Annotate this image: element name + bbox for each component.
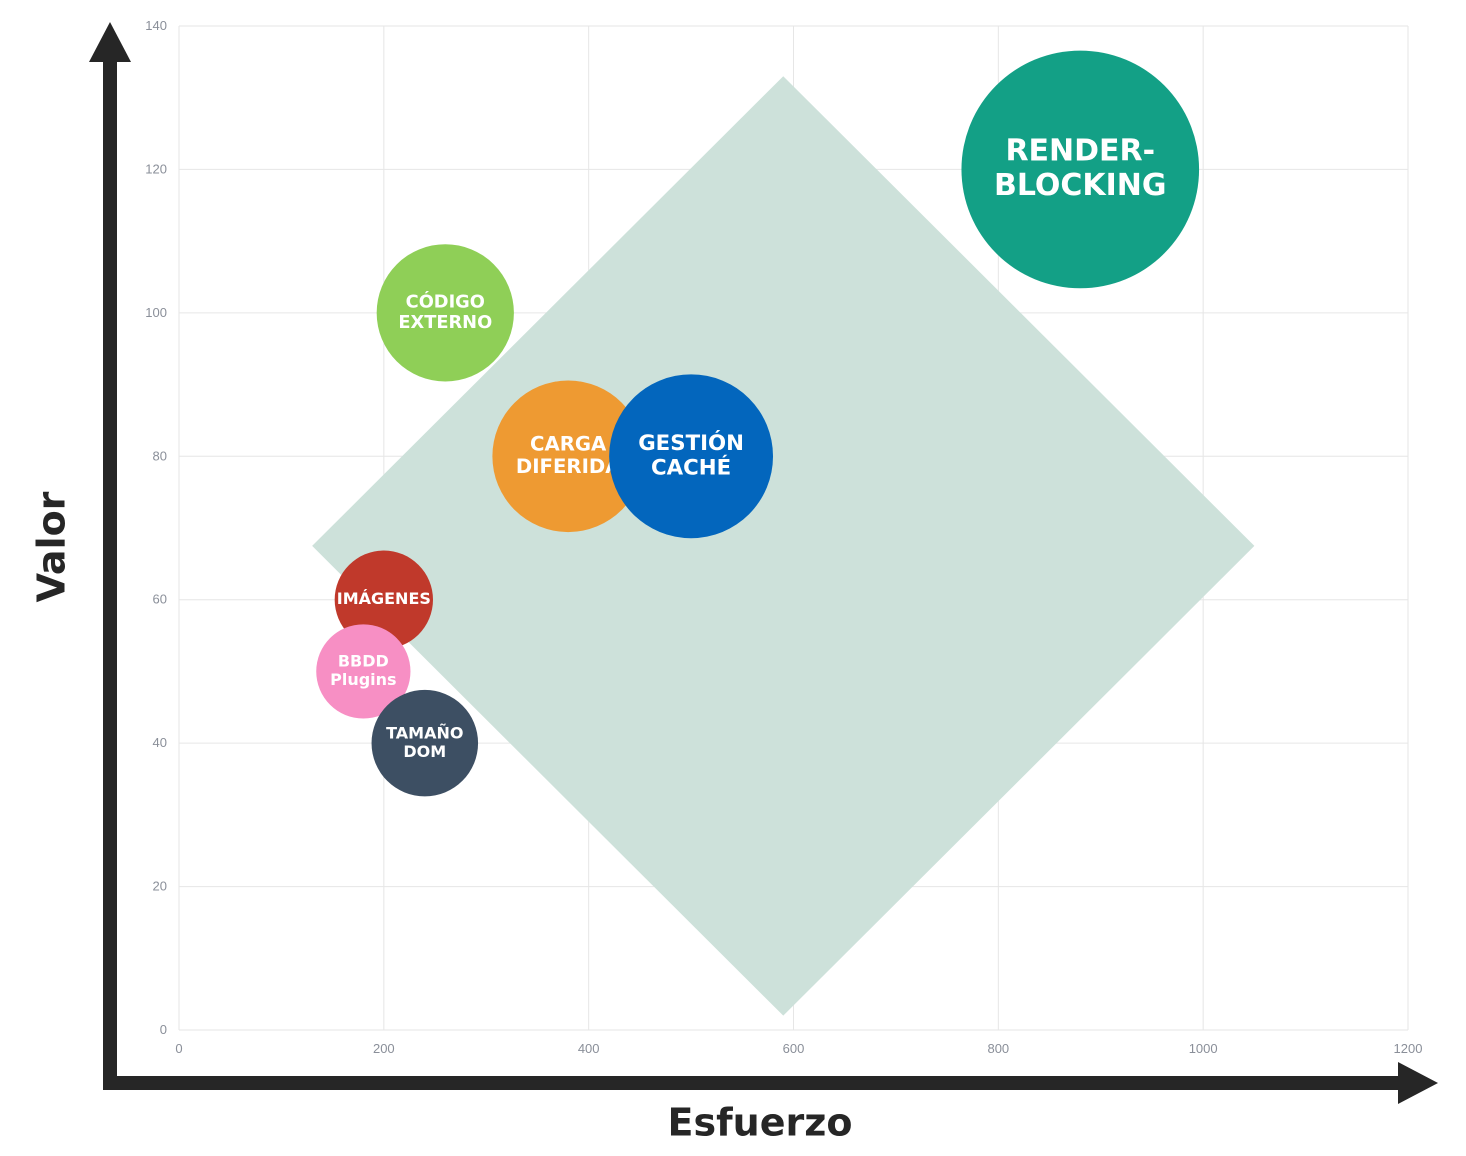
y-axis-arrow bbox=[89, 22, 131, 1083]
y-tick-label: 100 bbox=[145, 305, 167, 320]
highlight-region bbox=[312, 76, 1255, 1016]
x-tick-label: 600 bbox=[783, 1041, 805, 1056]
bubble-label: CÓDIGO bbox=[406, 291, 485, 313]
bubble-label: EXTERNO bbox=[398, 312, 492, 333]
x-tick-label: 1000 bbox=[1189, 1041, 1218, 1056]
bubble-label: Plugins bbox=[330, 670, 396, 689]
y-tick-label: 120 bbox=[145, 161, 167, 176]
y-tick-label: 140 bbox=[145, 18, 167, 33]
x-tick-label: 800 bbox=[987, 1041, 1009, 1056]
bubble bbox=[376, 244, 514, 382]
y-tick-label: 40 bbox=[153, 735, 167, 750]
bubble-label: CARGA bbox=[530, 432, 607, 455]
bubble bbox=[609, 374, 774, 539]
diamond-region bbox=[312, 76, 1255, 1016]
x-axis-title: Esfuerzo bbox=[668, 1101, 853, 1145]
bubble bbox=[371, 689, 479, 797]
x-tick-label: 400 bbox=[578, 1041, 600, 1056]
tick-labels: 0 200 400 600 800 1000 1200 0 20 40 60 80 100 120 140 bbox=[145, 18, 1422, 1056]
bubble-label: RENDER- bbox=[1005, 134, 1155, 169]
bubble-label: CACHÉ bbox=[651, 455, 731, 481]
bubble bbox=[492, 380, 644, 533]
x-tick-label: 0 bbox=[175, 1041, 182, 1056]
bubble-label: TAMAÑO bbox=[386, 723, 463, 742]
bubble-label: DIFERIDA bbox=[516, 455, 621, 478]
bubble-label: BLOCKING bbox=[994, 168, 1167, 203]
x-tick-label: 1200 bbox=[1394, 1041, 1423, 1056]
y-tick-label: 20 bbox=[153, 879, 167, 894]
y-tick-label: 80 bbox=[153, 448, 167, 463]
bubble bbox=[334, 550, 433, 649]
y-tick-label: 60 bbox=[153, 592, 167, 607]
bubble bbox=[316, 624, 411, 719]
bubble-label: IMÁGENES bbox=[337, 589, 431, 608]
bubble-label: GESTIÓN bbox=[638, 430, 744, 456]
bubble-label: BBDD bbox=[338, 652, 389, 671]
y-tick-label: 0 bbox=[160, 1022, 167, 1037]
bubble-label: DOM bbox=[403, 742, 446, 761]
x-tick-label: 200 bbox=[373, 1041, 395, 1056]
bubble bbox=[961, 50, 1200, 289]
y-axis-title: Valor bbox=[30, 491, 74, 602]
x-axis-arrow bbox=[103, 1062, 1438, 1104]
